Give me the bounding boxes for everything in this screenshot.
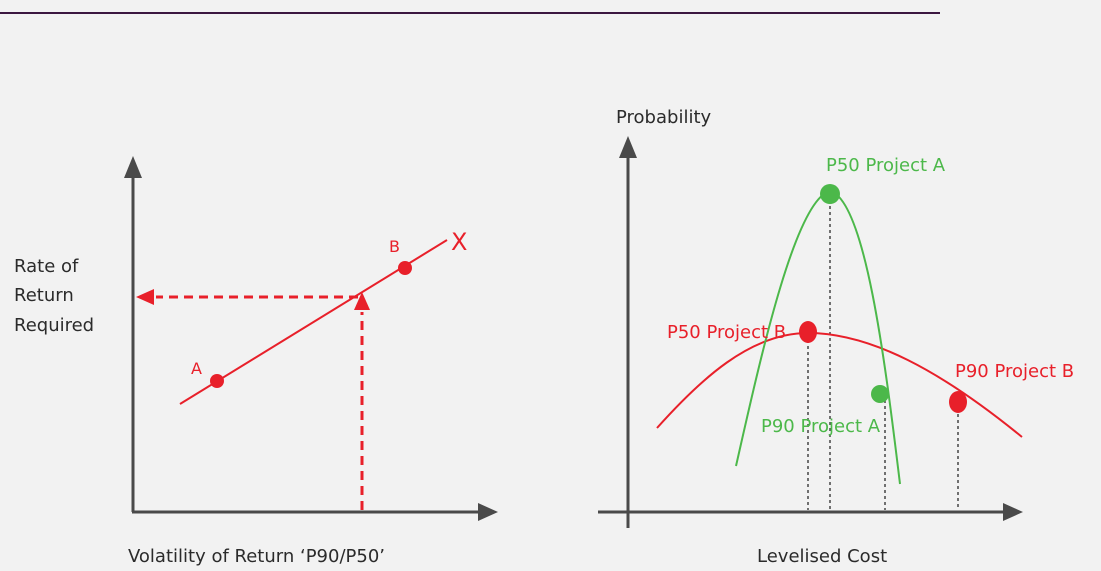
p50-project-b-label: P50 Project B bbox=[667, 322, 786, 343]
left-y-axis-arrowhead bbox=[124, 156, 142, 178]
point-b-marker bbox=[398, 261, 412, 275]
p90-project-b-marker bbox=[949, 391, 967, 413]
header-rule bbox=[0, 12, 940, 14]
p50-project-a-label: P50 Project A bbox=[826, 155, 946, 176]
left-y-label-line-3: Required bbox=[14, 315, 94, 336]
p50-project-b-marker bbox=[799, 321, 817, 343]
p90-project-a-label: P90 Project A bbox=[761, 416, 881, 437]
left-x-axis-arrowhead bbox=[478, 503, 498, 521]
right-x-axis-arrowhead bbox=[1003, 503, 1023, 521]
right-chart: Probability P50 Project A P50 Project B … bbox=[598, 107, 1074, 567]
left-y-label-line-1: Rate of bbox=[14, 256, 79, 277]
left-x-label: Volatility of Return ‘P90/P50’ bbox=[128, 546, 385, 567]
vertical-dashed-arrowhead bbox=[354, 292, 370, 310]
left-chart: A B X Rate of Return Required Volatility… bbox=[14, 156, 498, 567]
right-x-label: Levelised Cost bbox=[757, 546, 887, 567]
right-y-label: Probability bbox=[616, 107, 711, 128]
right-y-axis-arrowhead bbox=[619, 136, 637, 158]
p90-project-a-marker bbox=[871, 385, 889, 403]
point-a-label: A bbox=[191, 359, 202, 378]
p50-project-a-marker bbox=[820, 184, 840, 204]
point-b-label: B bbox=[389, 237, 400, 256]
left-y-label-line-2: Return bbox=[14, 285, 74, 306]
p90-project-b-label: P90 Project B bbox=[955, 361, 1074, 382]
point-a-marker bbox=[210, 374, 224, 388]
line-x-label: X bbox=[451, 228, 467, 256]
horizontal-dashed-arrowhead bbox=[136, 289, 154, 305]
